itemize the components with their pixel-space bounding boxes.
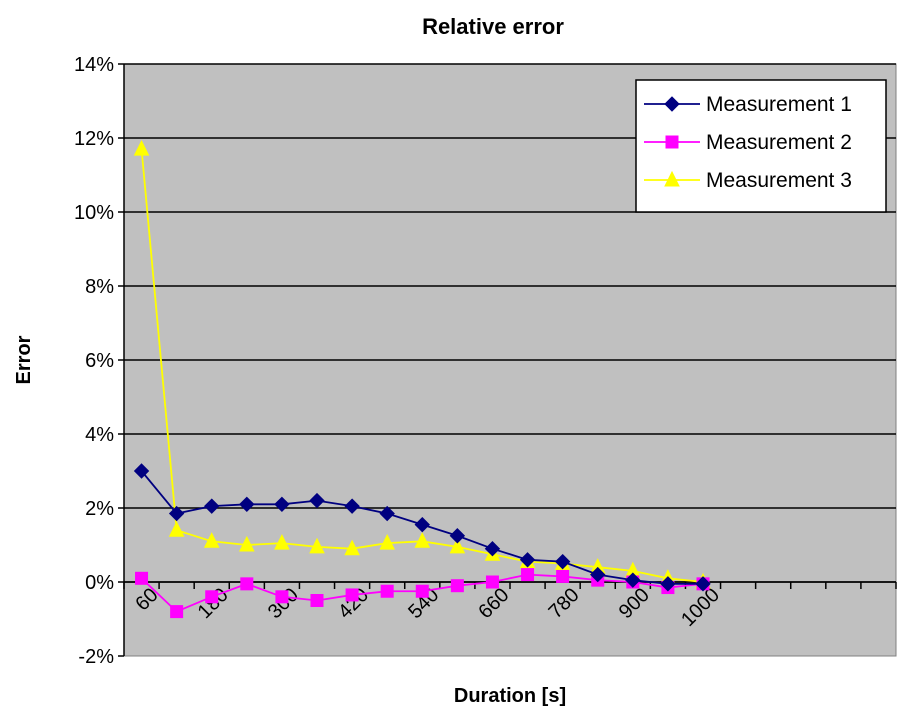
y-tick-label: 6% (85, 350, 114, 372)
series-3-point (133, 139, 150, 156)
chart-title: Relative error (422, 14, 564, 39)
y-axis-title: Error (13, 335, 35, 384)
series-2-point (556, 569, 570, 583)
series-1-point (274, 496, 290, 513)
y-tick-label: 10% (74, 202, 114, 224)
series-1-point (660, 576, 676, 592)
series-1-point (590, 566, 606, 583)
series-1-point (133, 463, 150, 479)
series-2-point (415, 584, 429, 598)
series-3-point (414, 532, 431, 548)
legend-item-1: Measurement 1 (644, 93, 852, 116)
series-2-point (205, 590, 219, 604)
legend-swatch-marker (664, 96, 680, 112)
y-tick-label: 0% (85, 572, 114, 594)
series-3-point (379, 534, 395, 550)
legend-label: Measurement 3 (706, 169, 852, 192)
legend: Measurement 1 Measurement 2 Measurement 3 (635, 79, 887, 213)
y-tick-label: -2% (78, 646, 114, 668)
series-1-point (519, 552, 536, 568)
y-tick-label: 2% (85, 498, 114, 520)
series-3-point (274, 534, 290, 550)
series-2-point (240, 577, 254, 591)
series-layer (133, 139, 711, 619)
series-3-point (203, 532, 220, 548)
y-tick-labels: -2% 0% 2% 4% 6% 8% 10% 12% 14% (74, 54, 114, 668)
series-3-point (168, 521, 185, 537)
legend-label: Measurement 2 (706, 131, 852, 154)
series-1-point (344, 498, 360, 514)
series-3-point (344, 539, 360, 556)
series-2-point (521, 568, 535, 582)
series-1-point (695, 576, 711, 592)
legend-swatch-marker (665, 135, 679, 149)
legend-swatch-marker (664, 170, 680, 187)
series-1-point (554, 553, 571, 570)
series-3-point (449, 537, 466, 554)
series-1-point (204, 498, 220, 514)
series-1-point (414, 516, 430, 533)
y-tick-label: 12% (74, 128, 114, 150)
series-2-point (380, 584, 394, 598)
series-1-point (625, 572, 641, 588)
y-tick-label: 4% (85, 424, 114, 446)
series-2-point (345, 588, 359, 602)
y-tick-label: 8% (85, 276, 114, 298)
series-1-point (449, 528, 466, 544)
x-axis-title: Duration [s] (454, 685, 566, 707)
series-1-point (239, 496, 255, 513)
series-1-point (309, 492, 325, 509)
series-3-point (239, 535, 255, 552)
series-2-point (485, 575, 499, 589)
legend-item-2: Measurement 2 (644, 131, 852, 154)
y-tick-label: 14% (74, 54, 114, 76)
series-2-point (170, 605, 184, 619)
series-2-point (450, 579, 464, 593)
series-2-point (275, 590, 289, 604)
series-1-point (168, 505, 185, 522)
series-1 (133, 463, 711, 592)
series-1-point (379, 505, 395, 522)
series-2-point (310, 594, 324, 607)
series-1-point (484, 540, 501, 557)
series-2-point (135, 571, 149, 585)
legend-item-3: Measurement 3 (644, 169, 852, 192)
series-3-point (309, 537, 325, 554)
legend-label: Measurement 1 (706, 93, 852, 116)
